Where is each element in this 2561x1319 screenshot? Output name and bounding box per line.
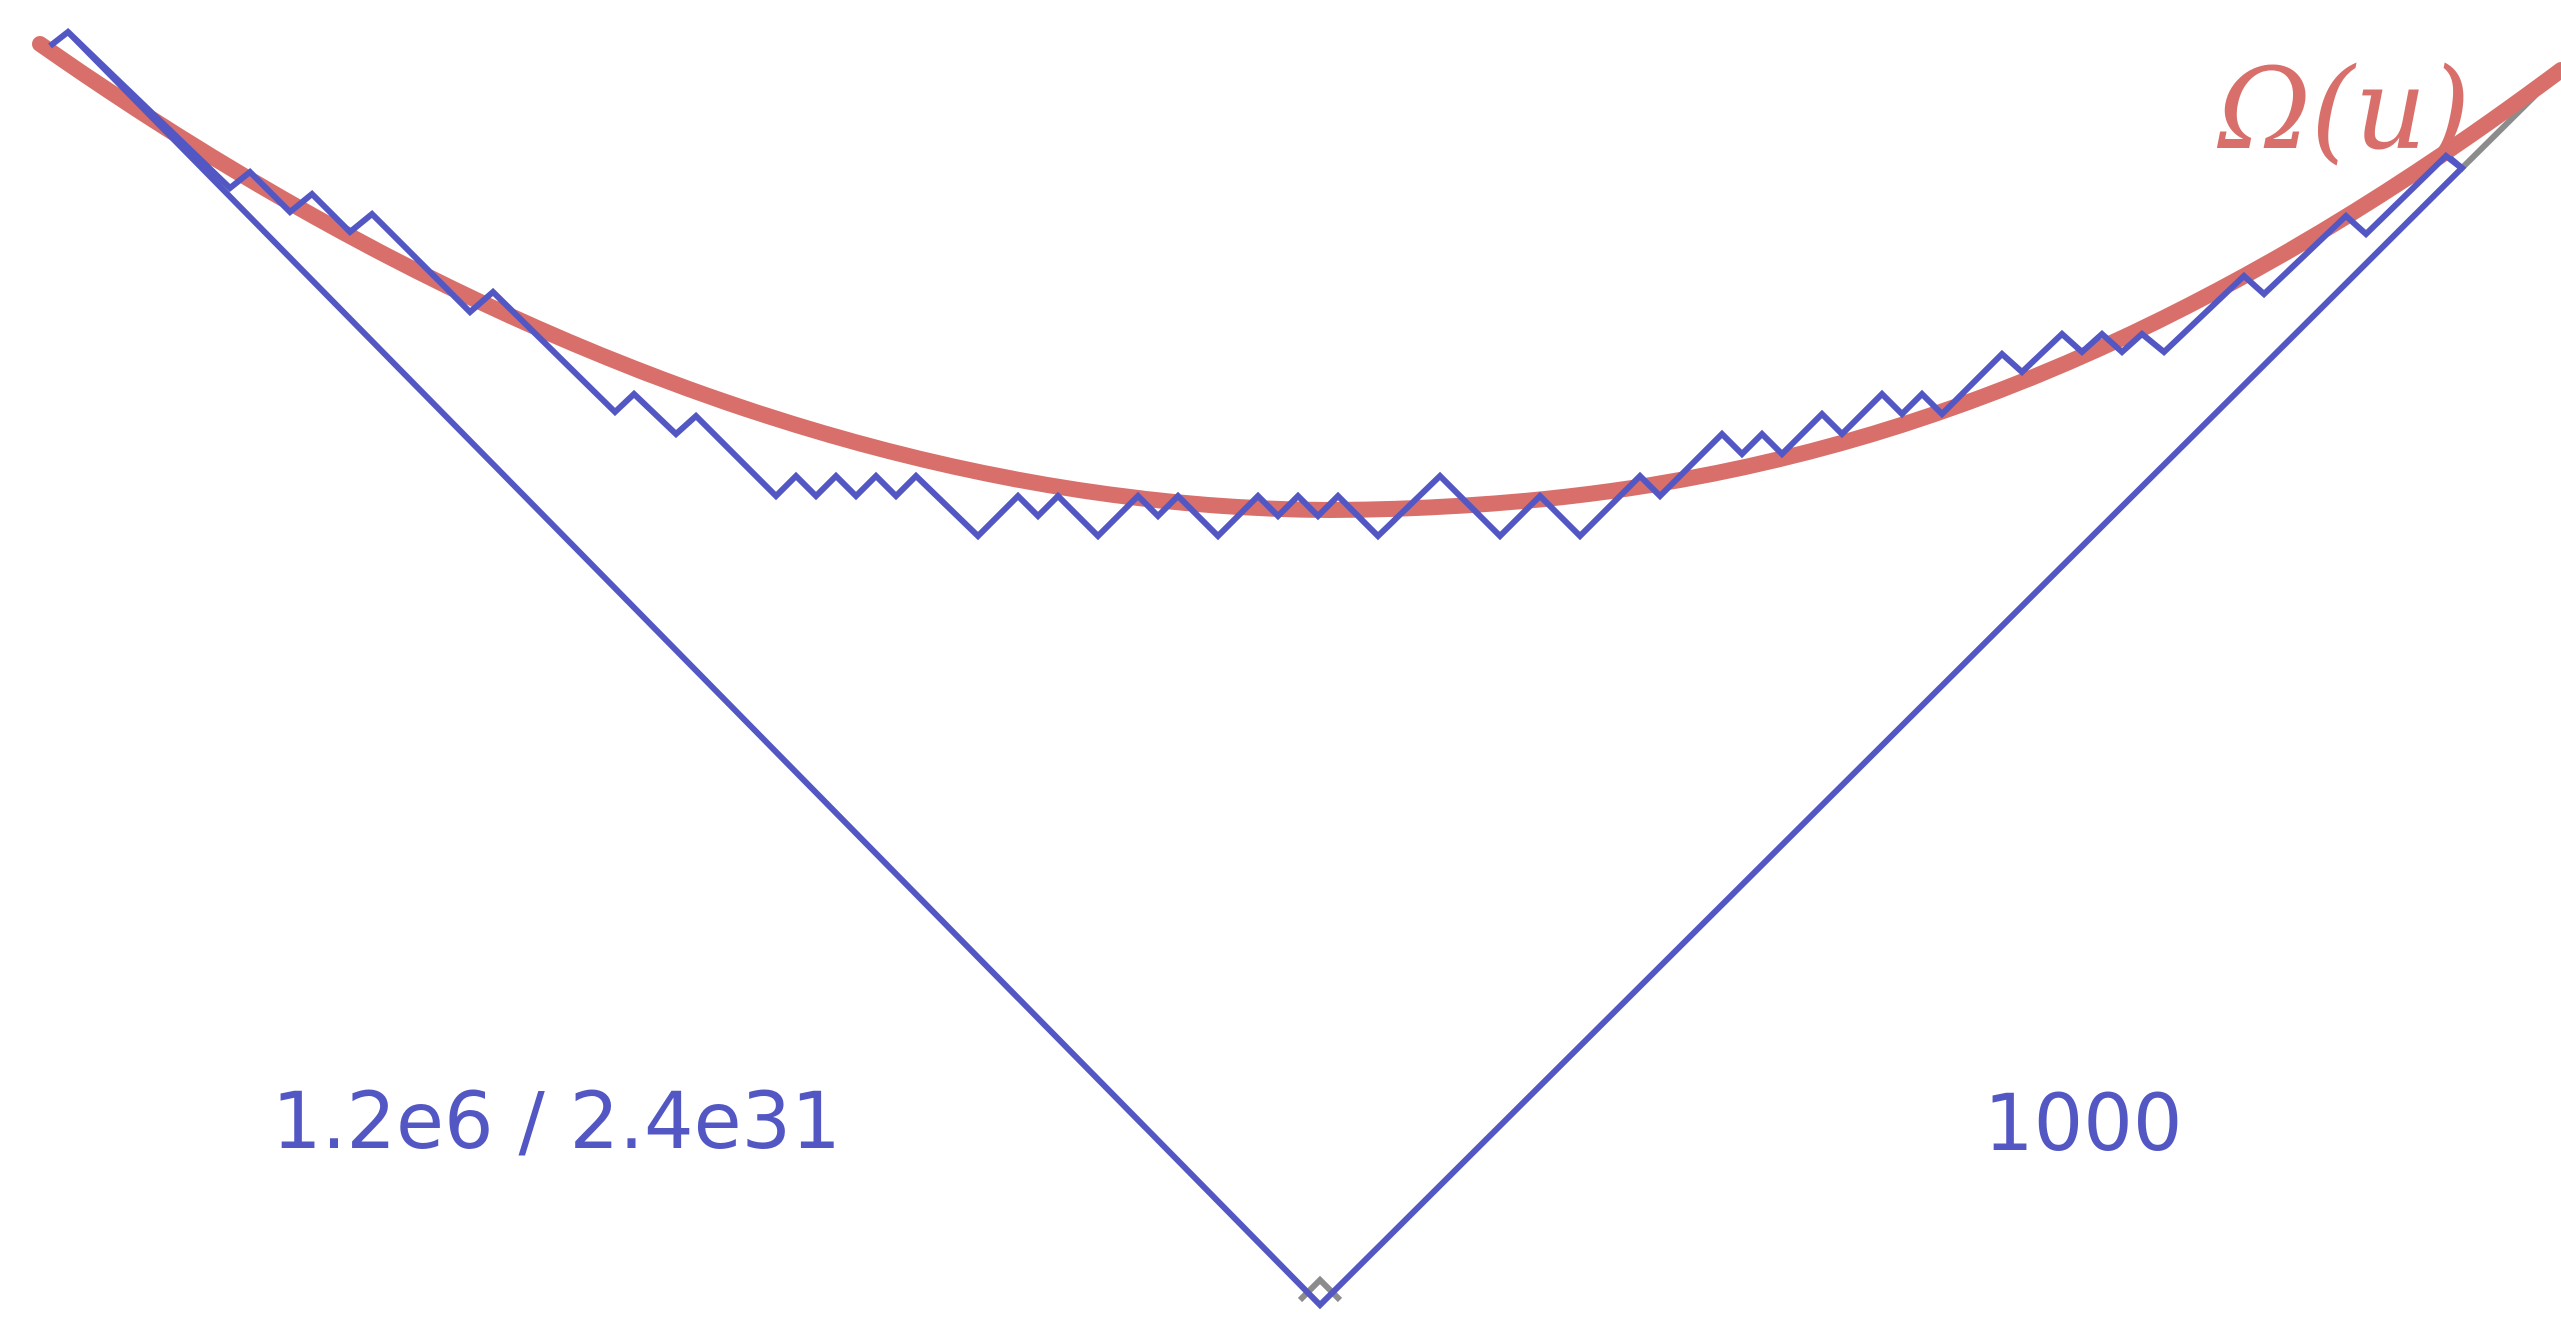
blue-staircase-path — [48, 28, 2466, 541]
limit-curve — [32, 36, 2561, 519]
curve-label: Ω(u) — [2216, 45, 2470, 175]
left-count-label: 1.2e6 / 2.4e31 — [272, 1077, 841, 1167]
right-count-label: 1000 — [1984, 1079, 2183, 1169]
